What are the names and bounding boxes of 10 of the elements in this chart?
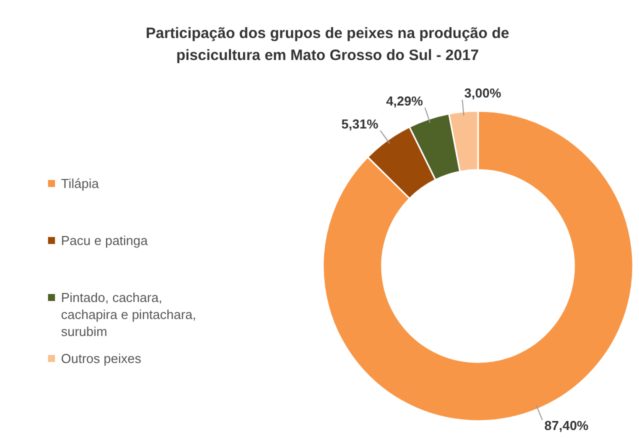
data-label: 4,29% (386, 94, 424, 109)
chart-title: Participação dos grupos de peixes na produção de piscicultura em Mato Grosso do Sul - 2017 (146, 25, 510, 64)
data-label: 3,00% (464, 86, 502, 101)
data-label: 5,31% (341, 116, 379, 132)
donut-slice (322, 110, 634, 422)
legend-label: Pintado, cachara, cachapira e pintachara, surubim (61, 290, 196, 339)
legend-label: Pacu e patinga (61, 233, 149, 248)
legend-label: Tilápia (61, 176, 100, 191)
data-label: 87,40% (544, 418, 589, 434)
legend-label: Outros peixes (61, 351, 142, 366)
